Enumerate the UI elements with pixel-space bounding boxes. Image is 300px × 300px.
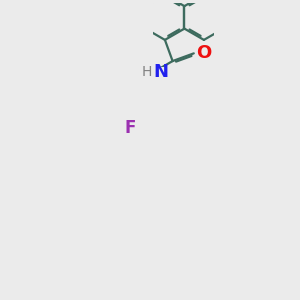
Text: N: N [154, 63, 169, 81]
Text: F: F [124, 119, 136, 137]
Text: H: H [141, 64, 152, 79]
Text: O: O [196, 44, 211, 62]
